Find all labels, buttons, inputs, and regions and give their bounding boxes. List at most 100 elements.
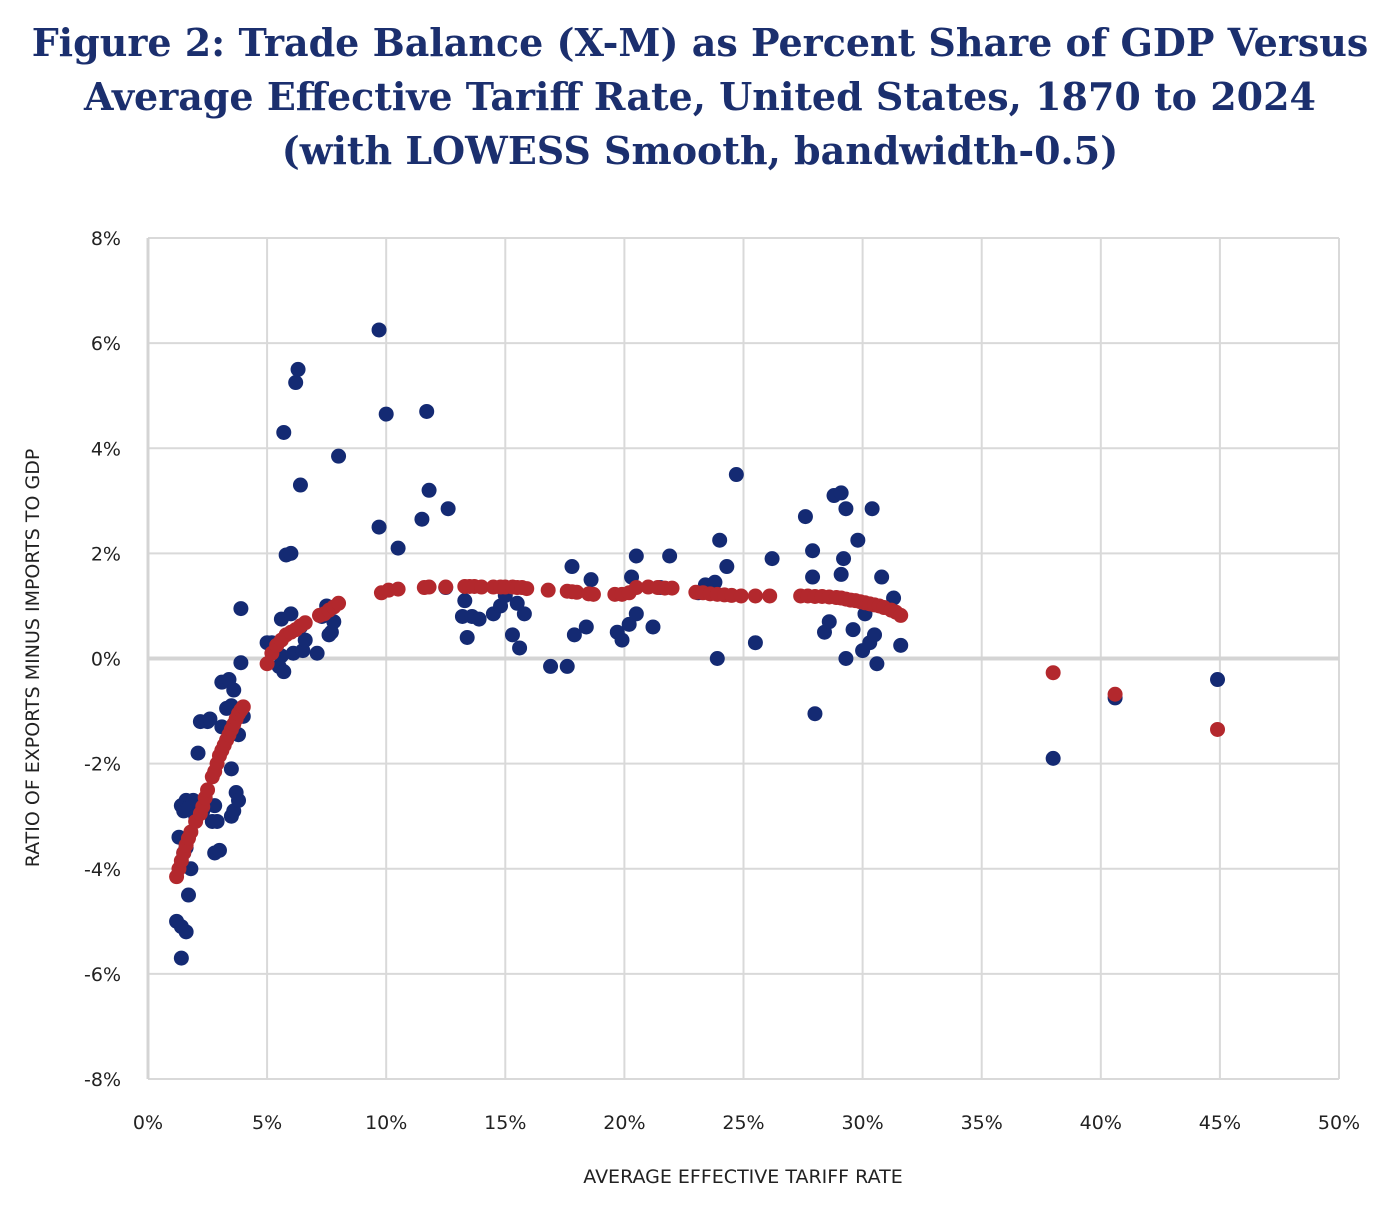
lowess-point [664, 580, 680, 596]
observed-point [821, 614, 837, 630]
observed-point [290, 361, 306, 377]
observed-point [805, 543, 821, 559]
observed-point [233, 601, 249, 617]
observed-point [764, 551, 780, 567]
observed-point [202, 711, 218, 727]
chart-title: Figure 2: Trade Balance (X-M) as Percent… [0, 16, 1400, 178]
x-tick-label: 5% [252, 1112, 282, 1134]
observed-point [226, 682, 242, 698]
observed-point [709, 651, 725, 666]
title-line-3: (with LOWESS Smooth, bandwidth-0.5) [281, 128, 1119, 173]
lowess-point [762, 588, 778, 604]
observed-point [614, 632, 630, 648]
observed-point [805, 569, 821, 585]
x-tick-label: 0% [133, 1112, 163, 1134]
observed-point [836, 551, 852, 567]
observed-point [231, 792, 247, 808]
observed-point [331, 448, 347, 464]
lowess-point [569, 584, 585, 600]
y-tick-label: 6% [91, 333, 121, 355]
title-line-2: Average Effective Tariff Rate, United St… [84, 74, 1316, 119]
observed-point [414, 511, 430, 527]
observed-point [371, 322, 387, 338]
observed-point [566, 627, 582, 643]
grid [146, 237, 1340, 1080]
observed-point [292, 477, 308, 493]
observed-point [390, 540, 406, 556]
lowess-point [519, 581, 535, 597]
observed-point [867, 627, 883, 643]
observed-point [645, 619, 661, 635]
observed-point [309, 645, 325, 661]
observed-point [516, 606, 532, 622]
observed-point [178, 924, 194, 940]
observed-point [233, 655, 249, 671]
observed-point [628, 606, 644, 622]
x-tick-label: 30% [841, 1112, 883, 1134]
lowess-point [473, 579, 489, 595]
y-tick-label: -8% [84, 1069, 121, 1091]
observed-point [378, 406, 394, 422]
observed-point [662, 548, 678, 564]
y-tick-label: 0% [91, 649, 121, 671]
lowess-point [1210, 721, 1226, 737]
observed-point [173, 950, 189, 966]
observed-point [886, 590, 902, 606]
observed-point [850, 532, 866, 548]
lowess-point [1107, 686, 1123, 702]
observed-point [583, 572, 599, 588]
x-tick-label: 35% [961, 1112, 1003, 1134]
lowess-point [438, 579, 454, 595]
observed-point [512, 640, 528, 656]
lowess-point [235, 699, 251, 715]
observed-point [838, 501, 854, 517]
observed-point [223, 761, 239, 777]
observed-point [419, 403, 435, 419]
x-tick-label: 45% [1199, 1112, 1241, 1134]
observed-point [874, 569, 890, 585]
lowess-point [893, 607, 909, 623]
observed-point [190, 745, 206, 761]
x-tick-label: 25% [722, 1112, 764, 1134]
y-tick-label: 2% [91, 543, 121, 565]
observed-point [509, 595, 525, 611]
lowess-point [733, 588, 749, 604]
y-tick-label: 4% [91, 438, 121, 460]
observed-point [297, 632, 313, 648]
observed-point [440, 501, 456, 517]
observed-point [471, 611, 487, 627]
title-line-1: Figure 2: Trade Balance (X-M) as Percent… [31, 20, 1369, 65]
observed-point [459, 629, 475, 645]
observed-point [559, 658, 575, 674]
observed-point [564, 559, 580, 575]
lowess-point [540, 582, 556, 598]
observed-point [893, 637, 909, 653]
lowess-point [297, 615, 313, 631]
observed-point [276, 424, 292, 440]
lowess-point [1045, 665, 1061, 681]
lowess-point [585, 586, 601, 602]
observed-point [421, 482, 437, 498]
observed-point [1210, 672, 1226, 688]
x-axis-label: AVERAGE EFFECTIVE TARIFF RATE [583, 1166, 902, 1188]
observed-point [807, 706, 823, 722]
observed-point [180, 887, 196, 903]
observed-point [833, 566, 849, 582]
x-tick-label: 40% [1080, 1112, 1122, 1134]
observed-point [712, 532, 728, 548]
observed-point [276, 664, 292, 680]
observed-point [869, 656, 885, 672]
observed-point [864, 501, 880, 517]
observed-point [728, 467, 744, 483]
lowess-point [200, 782, 216, 798]
tick-labels: 0% 5% 10% 15% 20% 25% 30% 35% 40% 45% 50% 8% 6% 4% 2% 0… [84, 228, 1360, 1134]
x-tick-label: 15% [484, 1112, 526, 1134]
x-tick-label: 20% [603, 1112, 645, 1134]
observed-point [288, 375, 304, 391]
lowess-point [331, 595, 347, 611]
observed-point [283, 606, 299, 622]
observed-point [845, 622, 861, 638]
observed-point [578, 619, 594, 635]
lowess-point [628, 580, 644, 596]
